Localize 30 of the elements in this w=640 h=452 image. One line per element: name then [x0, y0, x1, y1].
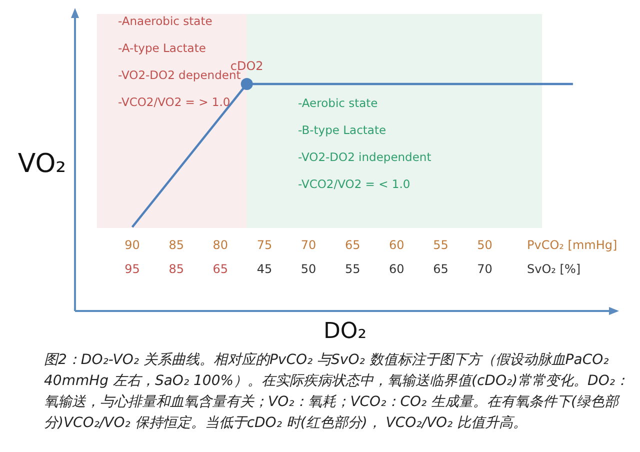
- annotation: 50: [300, 262, 316, 276]
- annotation: -VCO2/VO2 = > 1.0: [118, 95, 230, 109]
- annotation: 65: [433, 262, 448, 276]
- x-tick-label: 90: [124, 238, 140, 252]
- annotation: 65: [212, 262, 228, 276]
- x-tick-label: 55: [433, 238, 448, 252]
- text: -Anaerobic state: [118, 14, 212, 28]
- x-tick-label: 65: [344, 238, 360, 252]
- annotation: -Aerobic state: [298, 96, 378, 110]
- x-tick-label: 80: [212, 238, 228, 252]
- annotation: 95: [124, 262, 140, 276]
- annotation: -VCO2/VO2 = < 1.0: [298, 177, 410, 191]
- annotation: SvO₂ [%]: [527, 262, 581, 276]
- annotation: PvCO₂ [mmHg]: [527, 238, 618, 252]
- annotation: 85: [168, 262, 184, 276]
- x-tick-label: 75: [256, 238, 272, 252]
- annotation: -B-type Lactate: [298, 123, 386, 137]
- x-axis-title: DO₂: [323, 319, 367, 344]
- annotation: 45: [256, 262, 272, 276]
- annotation: 70: [477, 262, 492, 276]
- x-tick-label: 70: [300, 238, 316, 252]
- x-tick-label: 50: [477, 238, 492, 252]
- y-axis-title: VO₂: [18, 149, 66, 179]
- x-tick-label: 85: [168, 238, 184, 252]
- text: -A-type Lactate: [118, 41, 206, 55]
- caption: 图2：DO₂-VO₂ 关系曲线。相对应的PvCO₂ 与SvO₂ 数值标注于图下方（假设动脉血PaCO₂ 40mmHg 左右，SaO₂ 100%）。在实际疾病状态中，氧输送临界值(cDO₂)常常变化。DO₂：氧输送，与心排量和血氧含量有关；VO₂：氧耗；VCO₂：CO₂ 生成量。在有氧条件下(绿色部分)VCO₂/VO₂ 保持恒定。当低于cDO₂ 时(红色部分)， VCO₂/VO₂ 比值升高。: [44, 351, 630, 433]
- x-tick-label: 60: [389, 238, 404, 252]
- annotation: 55: [344, 262, 360, 276]
- annotation: -VO2-DO2 independent: [298, 150, 432, 164]
- annotation: 60: [389, 262, 404, 276]
